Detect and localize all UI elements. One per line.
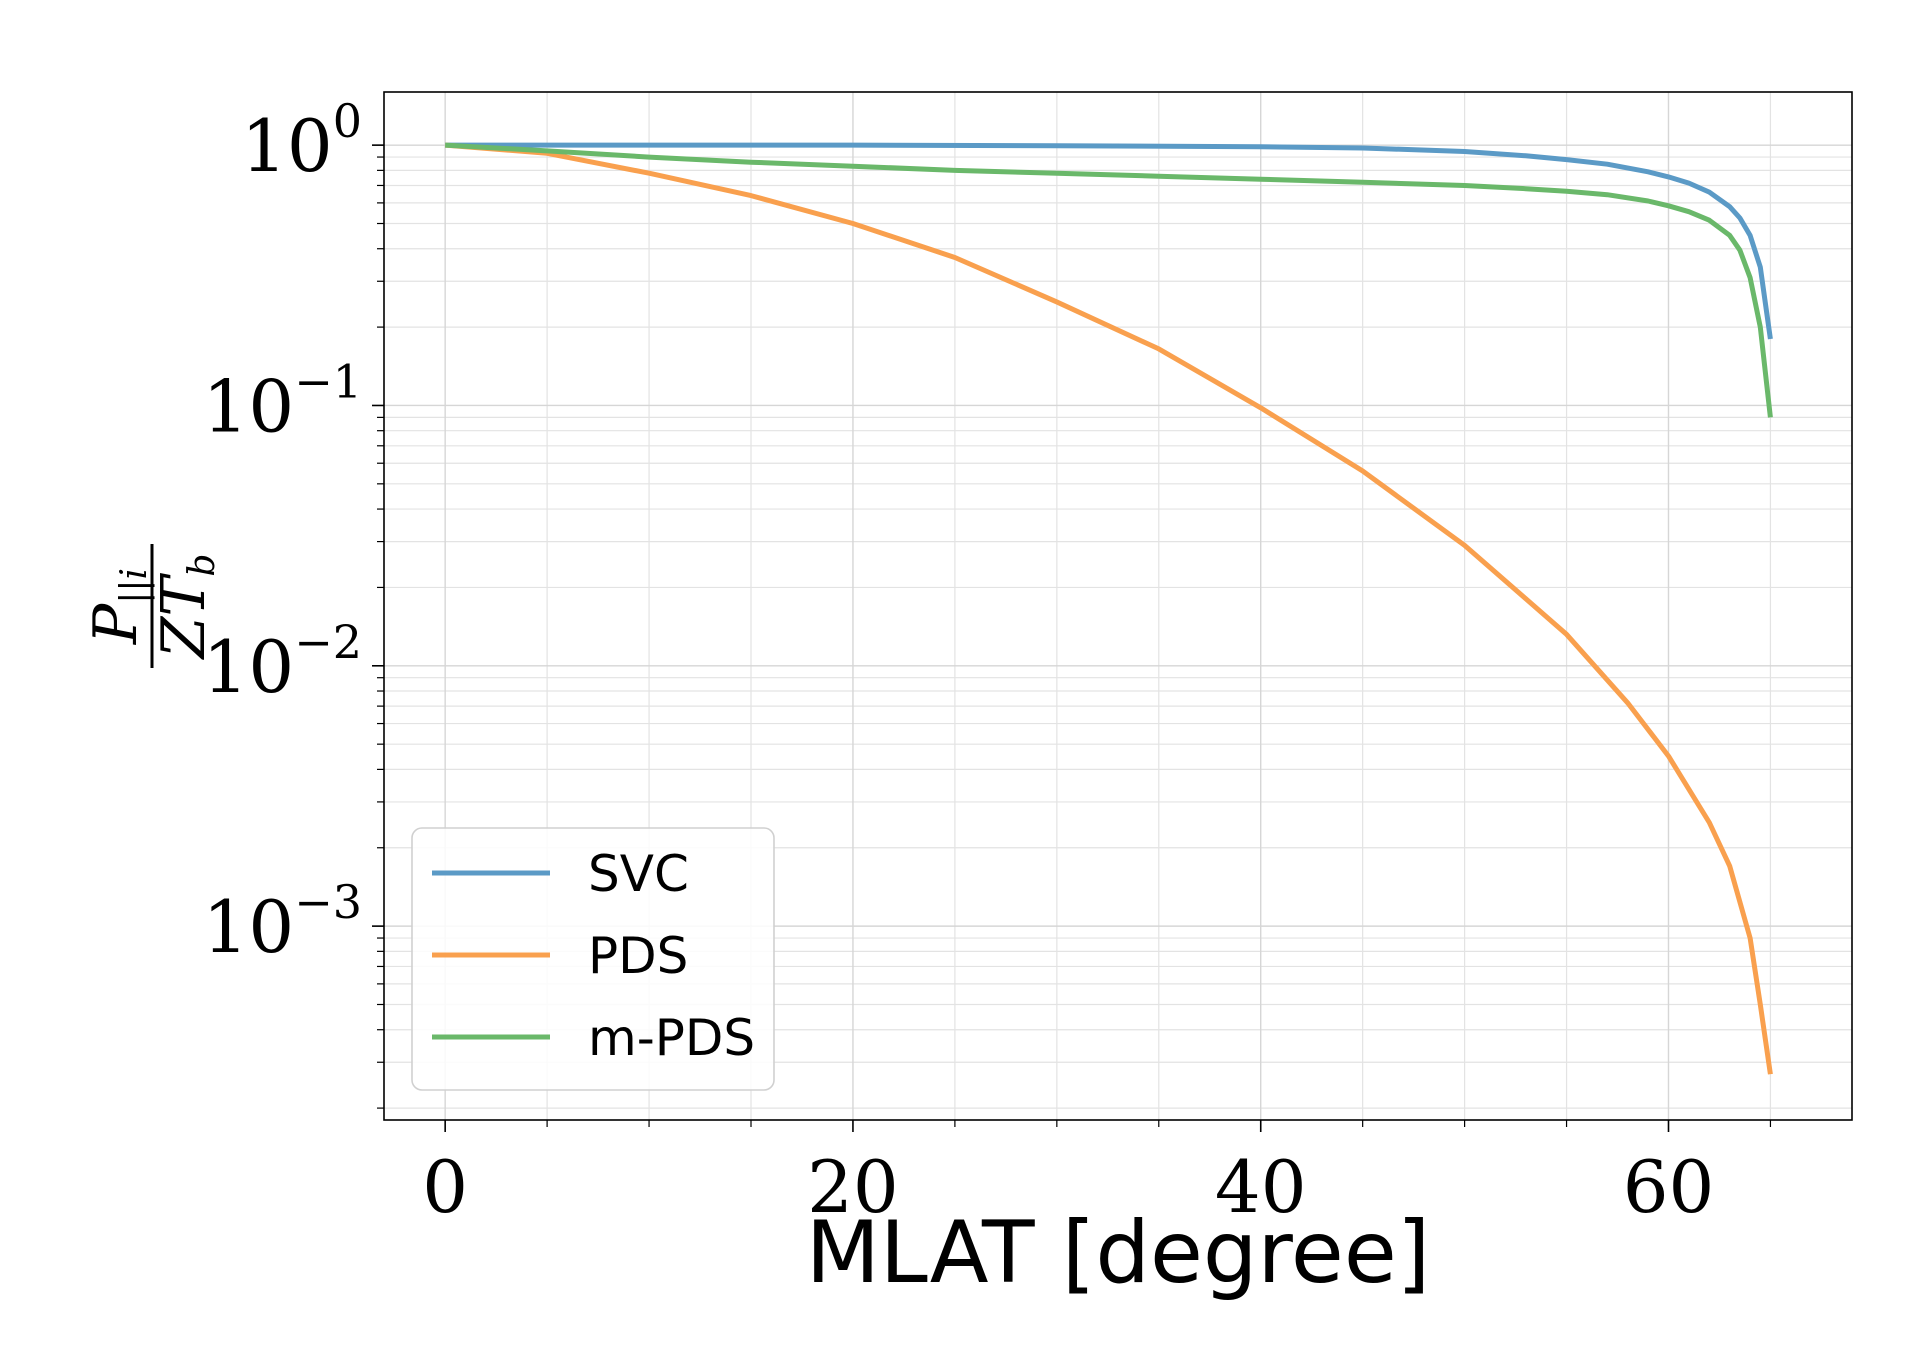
- x-axis-ticks: 0 20 40 60: [422, 1120, 1772, 1229]
- x-tick-label: 40: [1215, 1145, 1307, 1229]
- legend-box: [411, 827, 775, 1091]
- y-tick-base: 10: [203, 364, 295, 448]
- series-line-pds: [444, 142, 1773, 1075]
- y-tick-label: 10−3: [203, 875, 362, 969]
- series-line-m-pds: [445, 142, 1773, 418]
- x-tick-label: 0: [422, 1145, 468, 1229]
- y-label-numerator: P||i: [81, 568, 155, 645]
- plot-frame: [383, 91, 1853, 1121]
- y-label-numerator-sub: ||i: [114, 568, 155, 604]
- legend-label-m-pds: m-PDS: [588, 1009, 755, 1067]
- y-tick-label: 100: [241, 94, 362, 188]
- y-tick-base: 10: [203, 885, 295, 969]
- y-tick-label: 10−1: [203, 354, 362, 448]
- y-label-numerator-main: P: [81, 602, 151, 645]
- y-tick-exponent: 0: [333, 94, 362, 148]
- y-tick-label: 10−2: [203, 615, 362, 709]
- y-label-denominator-sub: b: [182, 554, 223, 577]
- legend-label-svc: SVC: [588, 845, 689, 903]
- legend-label-pds: PDS: [588, 927, 688, 985]
- legend: SVC PDS m-PDS: [411, 827, 775, 1091]
- y-tick-base: 10: [203, 625, 295, 709]
- y-label-denominator: ZTb: [149, 554, 223, 661]
- y-tick-exponent: −3: [294, 875, 362, 929]
- x-tick-label: 60: [1623, 1145, 1715, 1229]
- y-tick-base: 10: [241, 104, 333, 188]
- series-layer: [444, 142, 1773, 1075]
- x-axis-label: MLAT [degree]: [806, 1203, 1431, 1303]
- y-tick-exponent: −2: [294, 615, 362, 669]
- grid-minor: [384, 92, 1852, 1120]
- y-tick-exponent: −1: [294, 354, 362, 408]
- y-label-denominator-main: ZT: [149, 573, 219, 661]
- x-tick-label: 20: [807, 1145, 899, 1229]
- y-axis-label: P||i ZTb: [81, 544, 223, 668]
- series-line-svc: [445, 142, 1773, 340]
